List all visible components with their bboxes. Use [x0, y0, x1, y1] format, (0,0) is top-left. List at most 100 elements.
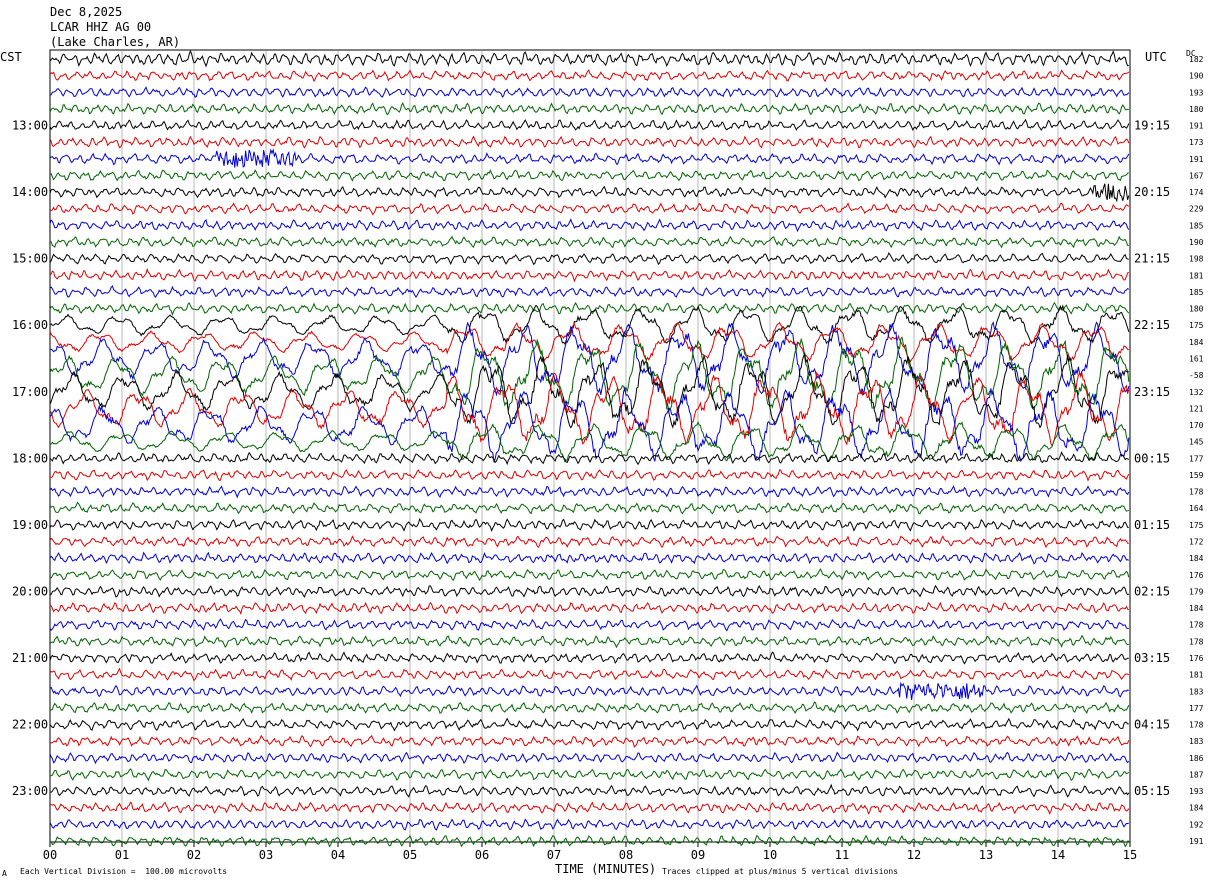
seismic-trace: [49, 118, 1130, 132]
dc-offset-label: 178: [1189, 637, 1204, 646]
dc-offset-label: 178: [1189, 621, 1204, 630]
dc-offset-label: 132: [1189, 388, 1204, 397]
seismic-trace: [49, 202, 1130, 216]
seismic-trace: [49, 701, 1130, 714]
seismic-trace: [49, 681, 1129, 701]
utc-axis-title: UTC: [1145, 50, 1167, 64]
dc-column-title: DC: [1186, 49, 1196, 58]
utc-hour-label: 00:15: [1134, 451, 1170, 465]
seismic-trace: [49, 148, 1130, 168]
seismic-trace: [49, 336, 1130, 412]
x-tick-label: 02: [187, 848, 201, 862]
x-tick-label: 06: [475, 848, 489, 862]
seismic-trace: [49, 301, 1130, 316]
dc-offset-label: 229: [1189, 205, 1204, 214]
seismic-trace: [49, 551, 1130, 565]
utc-hour-label: 21:15: [1134, 252, 1170, 266]
dc-offset-label: 182: [1189, 55, 1204, 64]
dc-offset-label: 175: [1189, 521, 1204, 530]
cst-hour-label: 19:00: [12, 518, 48, 532]
x-tick-label: 08: [619, 848, 633, 862]
scale-note: Each Vertical Division = 100.00 microvol…: [20, 867, 228, 876]
plot-grid: [49, 49, 1131, 847]
dc-offset-label: 161: [1189, 355, 1204, 364]
cst-hour-label: 15:00: [12, 252, 48, 266]
dc-offset-label: 185: [1189, 221, 1204, 230]
dc-offset-label: 184: [1189, 338, 1204, 347]
axis-labels: 00 01 02 03 04 05 06 07 08 09 10 11 12 13 14 15 182 190 19…: [12, 55, 1204, 862]
dc-offset-label: 193: [1189, 787, 1204, 796]
cst-hour-label: 16:00: [12, 318, 48, 332]
cst-hour-label: 17:00: [12, 385, 48, 399]
cst-hour-label: 21:00: [12, 651, 48, 665]
seismic-trace: [49, 651, 1129, 665]
dc-offset-label: 184: [1189, 554, 1204, 563]
seismic-trace: [49, 768, 1130, 782]
x-tick-label: 04: [331, 848, 345, 862]
seismic-trace: [49, 584, 1130, 598]
seismic-trace: [49, 169, 1129, 182]
dc-offset-label: 177: [1189, 454, 1204, 463]
seismic-trace: [49, 667, 1130, 682]
dc-offset-label: 178: [1189, 721, 1204, 730]
dc-offset-label: 191: [1189, 837, 1204, 846]
dc-offset-label: 173: [1189, 138, 1204, 147]
x-tick-label: 01: [115, 848, 129, 862]
dc-offset-label: 185: [1189, 288, 1204, 297]
corner-mark: A: [2, 869, 7, 878]
x-tick-label: 07: [547, 848, 561, 862]
seismic-trace: [49, 469, 1130, 482]
seismic-trace: [49, 751, 1130, 765]
seismic-trace: [49, 734, 1130, 748]
date-label: Dec 8,2025: [50, 5, 123, 19]
cst-hour-label: 22:00: [12, 718, 48, 732]
seismic-trace: [49, 717, 1129, 732]
cst-hour-label: 18:00: [12, 451, 48, 465]
seismic-traces: [49, 49, 1130, 848]
dc-offset-label: 198: [1189, 255, 1204, 264]
seismic-trace: [49, 69, 1130, 83]
dc-offset-label: 180: [1189, 305, 1204, 314]
seismic-trace: [49, 834, 1129, 848]
cst-hour-label: 23:00: [12, 784, 48, 798]
utc-hour-label: 19:15: [1134, 119, 1170, 133]
x-tick-label: 05: [403, 848, 417, 862]
station-label: LCAR HHZ AG 00: [50, 20, 152, 34]
x-tick-label: 00: [43, 848, 57, 862]
dc-offset-label: 186: [1189, 754, 1204, 763]
seismic-trace: [49, 267, 1130, 283]
dc-offset-label: 181: [1189, 271, 1204, 280]
x-tick-label: 09: [691, 848, 705, 862]
seismic-trace: [49, 801, 1130, 815]
seismic-trace: [49, 501, 1129, 515]
dc-offset-label: 184: [1189, 804, 1204, 813]
x-tick-label: 11: [835, 848, 849, 862]
seismic-trace: [49, 783, 1130, 798]
seismic-trace: [49, 421, 1130, 463]
dc-offset-label: 183: [1189, 687, 1204, 696]
dc-offset-label: 192: [1189, 820, 1204, 829]
cst-axis-title: CST: [0, 50, 22, 64]
dc-offset-label: 175: [1189, 321, 1204, 330]
utc-hour-label: 23:15: [1134, 385, 1170, 399]
clip-note: Traces clipped at plus/minus 5 vertical …: [662, 867, 899, 876]
dc-offset-label: 159: [1189, 471, 1204, 480]
seismic-trace: [49, 321, 1130, 363]
seismic-trace: [49, 485, 1130, 499]
dc-offset-label: 170: [1189, 421, 1204, 430]
seismic-trace: [49, 321, 1130, 397]
seismic-trace: [49, 634, 1130, 649]
dc-offset-label: 184: [1189, 604, 1204, 613]
x-tick-label: 15: [1123, 848, 1137, 862]
seismic-trace: [49, 535, 1129, 549]
dc-offset-label: 193: [1189, 88, 1204, 97]
seismic-trace: [49, 352, 1130, 429]
utc-hour-label: 02:15: [1134, 584, 1170, 598]
dc-offset-label: 174: [1189, 188, 1204, 197]
x-tick-label: 03: [259, 848, 273, 862]
seismic-trace: [49, 235, 1129, 249]
seismic-trace: [49, 371, 1130, 447]
location-label: (Lake Charles, AR): [50, 35, 181, 49]
seismic-trace: [49, 568, 1130, 582]
